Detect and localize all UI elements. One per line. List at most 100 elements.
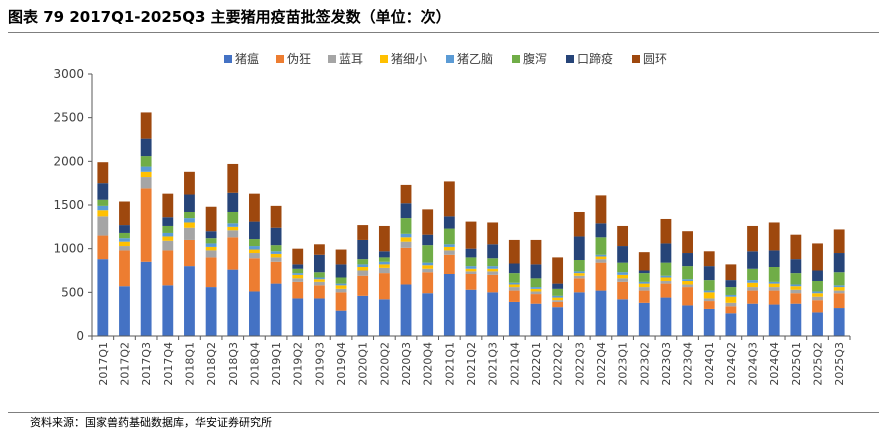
x-tick-label: 2017Q2 [118,342,131,386]
x-tick-label: 2019Q3 [313,342,326,386]
bar-口蹄疫-2023Q4 [682,253,693,267]
bar-腹泻-2021Q2 [465,257,477,267]
bar-口蹄疫-2018Q2 [205,231,217,239]
bar-猪瘟-2019Q1 [270,283,282,336]
bar-猪细小-2017Q3 [140,171,152,178]
bar-stack-2017Q4 [162,193,174,336]
bar-猪乙脑-2024Q2 [725,294,737,297]
bar-stack-2017Q2 [119,201,130,336]
bar-伪狂-2017Q4 [162,250,174,286]
bar-伪狂-2018Q1 [184,239,195,267]
bar-腹泻-2018Q1 [184,211,195,219]
bar-猪瘟-2017Q3 [140,261,152,336]
bar-口蹄疫-2020Q3 [400,203,412,219]
bar-猪瘟-2021Q4 [508,301,520,336]
chart-legend: 猪瘟 伪狂 蓝耳 猪细小 猪乙脑 腹泻 口蹄疫 圆环 [224,51,667,66]
bar-猪瘟-2018Q1 [184,266,195,336]
bar-猪细小-2020Q4 [422,265,434,269]
bar-腹泻-2024Q3 [747,268,758,281]
bar-猪细小-2018Q2 [205,246,217,251]
bar-stack-2020Q1 [357,225,369,336]
bar-猪瘟-2022Q4 [595,290,607,336]
bar-猪细小-2018Q4 [249,249,260,254]
bar-蓝耳-2023Q1 [617,278,629,282]
bar-蓝耳-2025Q1 [790,289,802,294]
x-tick-label: 2024Q4 [768,342,781,386]
bar-圆环-2023Q1 [617,225,629,247]
bar-猪细小-2024Q2 [725,296,737,303]
bar-猪细小-2019Q3 [313,279,325,282]
bar-圆环-2023Q4 [682,231,693,254]
bar-猪瘟-2023Q2 [638,302,650,336]
bar-伪狂-2017Q2 [119,250,130,287]
legend-item-腹泻: 腹泻 [512,52,547,66]
bar-圆环-2024Q4 [768,222,780,251]
bar-腹泻-2023Q1 [617,262,629,273]
bar-蓝耳-2025Q3 [833,290,845,294]
bar-腹泻-2017Q1 [97,199,109,206]
y-tick-label: 1000 [53,242,84,256]
bar-猪细小-2020Q1 [357,267,369,271]
bar-圆环-2017Q1 [97,162,109,184]
bar-stack-2022Q4 [595,195,607,336]
bar-蓝耳-2021Q4 [508,287,520,291]
bar-伪狂-2024Q3 [747,290,758,304]
x-tick-label: 2023Q3 [660,342,673,386]
x-tick-label: 2020Q4 [422,342,435,386]
bar-腹泻-2023Q4 [682,266,693,280]
bar-圆环-2022Q1 [530,239,542,265]
bar-猪瘟-2020Q2 [378,299,390,336]
bar-猪瘟-2019Q4 [335,310,347,336]
bar-猪瘟-2023Q1 [617,299,629,336]
bar-腹泻-2019Q3 [313,272,325,278]
bar-stack-2023Q1 [617,225,629,336]
bar-stack-2025Q3 [833,229,845,336]
legend-label: 蓝耳 [339,52,363,66]
x-tick-label: 2025Q1 [790,342,803,386]
bar-猪瘟-2025Q2 [812,312,823,336]
bar-伪狂-2019Q3 [313,285,325,299]
bar-猪细小-2022Q4 [595,256,607,260]
bar-猪细小-2023Q2 [638,283,650,288]
bar-猪细小-2020Q3 [400,237,412,242]
source-note: 资料来源：国家兽药基础数据库，华安证券研究所 [30,416,272,429]
bar-口蹄疫-2018Q1 [184,194,195,212]
legend-swatch [276,55,284,63]
bar-口蹄疫-2021Q1 [443,216,455,229]
bar-伪狂-2023Q2 [638,290,650,303]
bar-蓝耳-2023Q3 [660,280,672,284]
bar-口蹄疫-2022Q2 [552,283,564,289]
bar-蓝耳-2017Q1 [97,216,109,236]
bar-stack-2018Q4 [249,193,260,336]
bar-猪细小-2017Q1 [97,210,109,217]
bar-圆环-2017Q3 [140,112,152,139]
bar-伪狂-2017Q1 [97,235,109,260]
bar-伪狂-2022Q4 [595,262,607,291]
bar-腹泻-2018Q4 [249,239,260,247]
y-tick-label: 0 [76,329,84,343]
bar-腹泻-2022Q1 [530,278,542,288]
bar-stack-2024Q4 [768,222,780,336]
bar-猪乙脑-2017Q1 [97,205,109,211]
bar-口蹄疫-2020Q4 [422,234,434,246]
bar-圆环-2024Q1 [703,251,715,267]
bar-猪瘟-2018Q3 [227,269,239,336]
bar-stack-2022Q3 [573,211,585,336]
x-tick-label: 2024Q1 [703,342,716,386]
bar-猪细小-2021Q4 [508,284,520,288]
x-tick-label: 2018Q1 [183,342,196,386]
bar-伪狂-2019Q2 [292,281,304,299]
bar-猪瘟-2021Q2 [465,289,477,336]
bar-猪细小-2023Q4 [682,280,693,285]
bar-猪瘟-2020Q1 [357,295,369,336]
x-axis: 2017Q1 2017Q2 2017Q3 2017Q4 2018Q1 2018Q2 2018… [91,335,851,386]
bar-圆环-2020Q3 [400,184,412,204]
bar-腹泻-2018Q2 [205,238,217,244]
legend-swatch [512,55,520,63]
bar-猪乙脑-2019Q4 [335,283,347,286]
bar-腹泻-2017Q2 [119,232,130,239]
bar-腹泻-2020Q1 [357,259,369,265]
bar-猪瘟-2018Q4 [249,291,260,336]
bar-蓝耳-2018Q1 [184,227,195,240]
bar-蓝耳-2024Q1 [703,298,715,302]
